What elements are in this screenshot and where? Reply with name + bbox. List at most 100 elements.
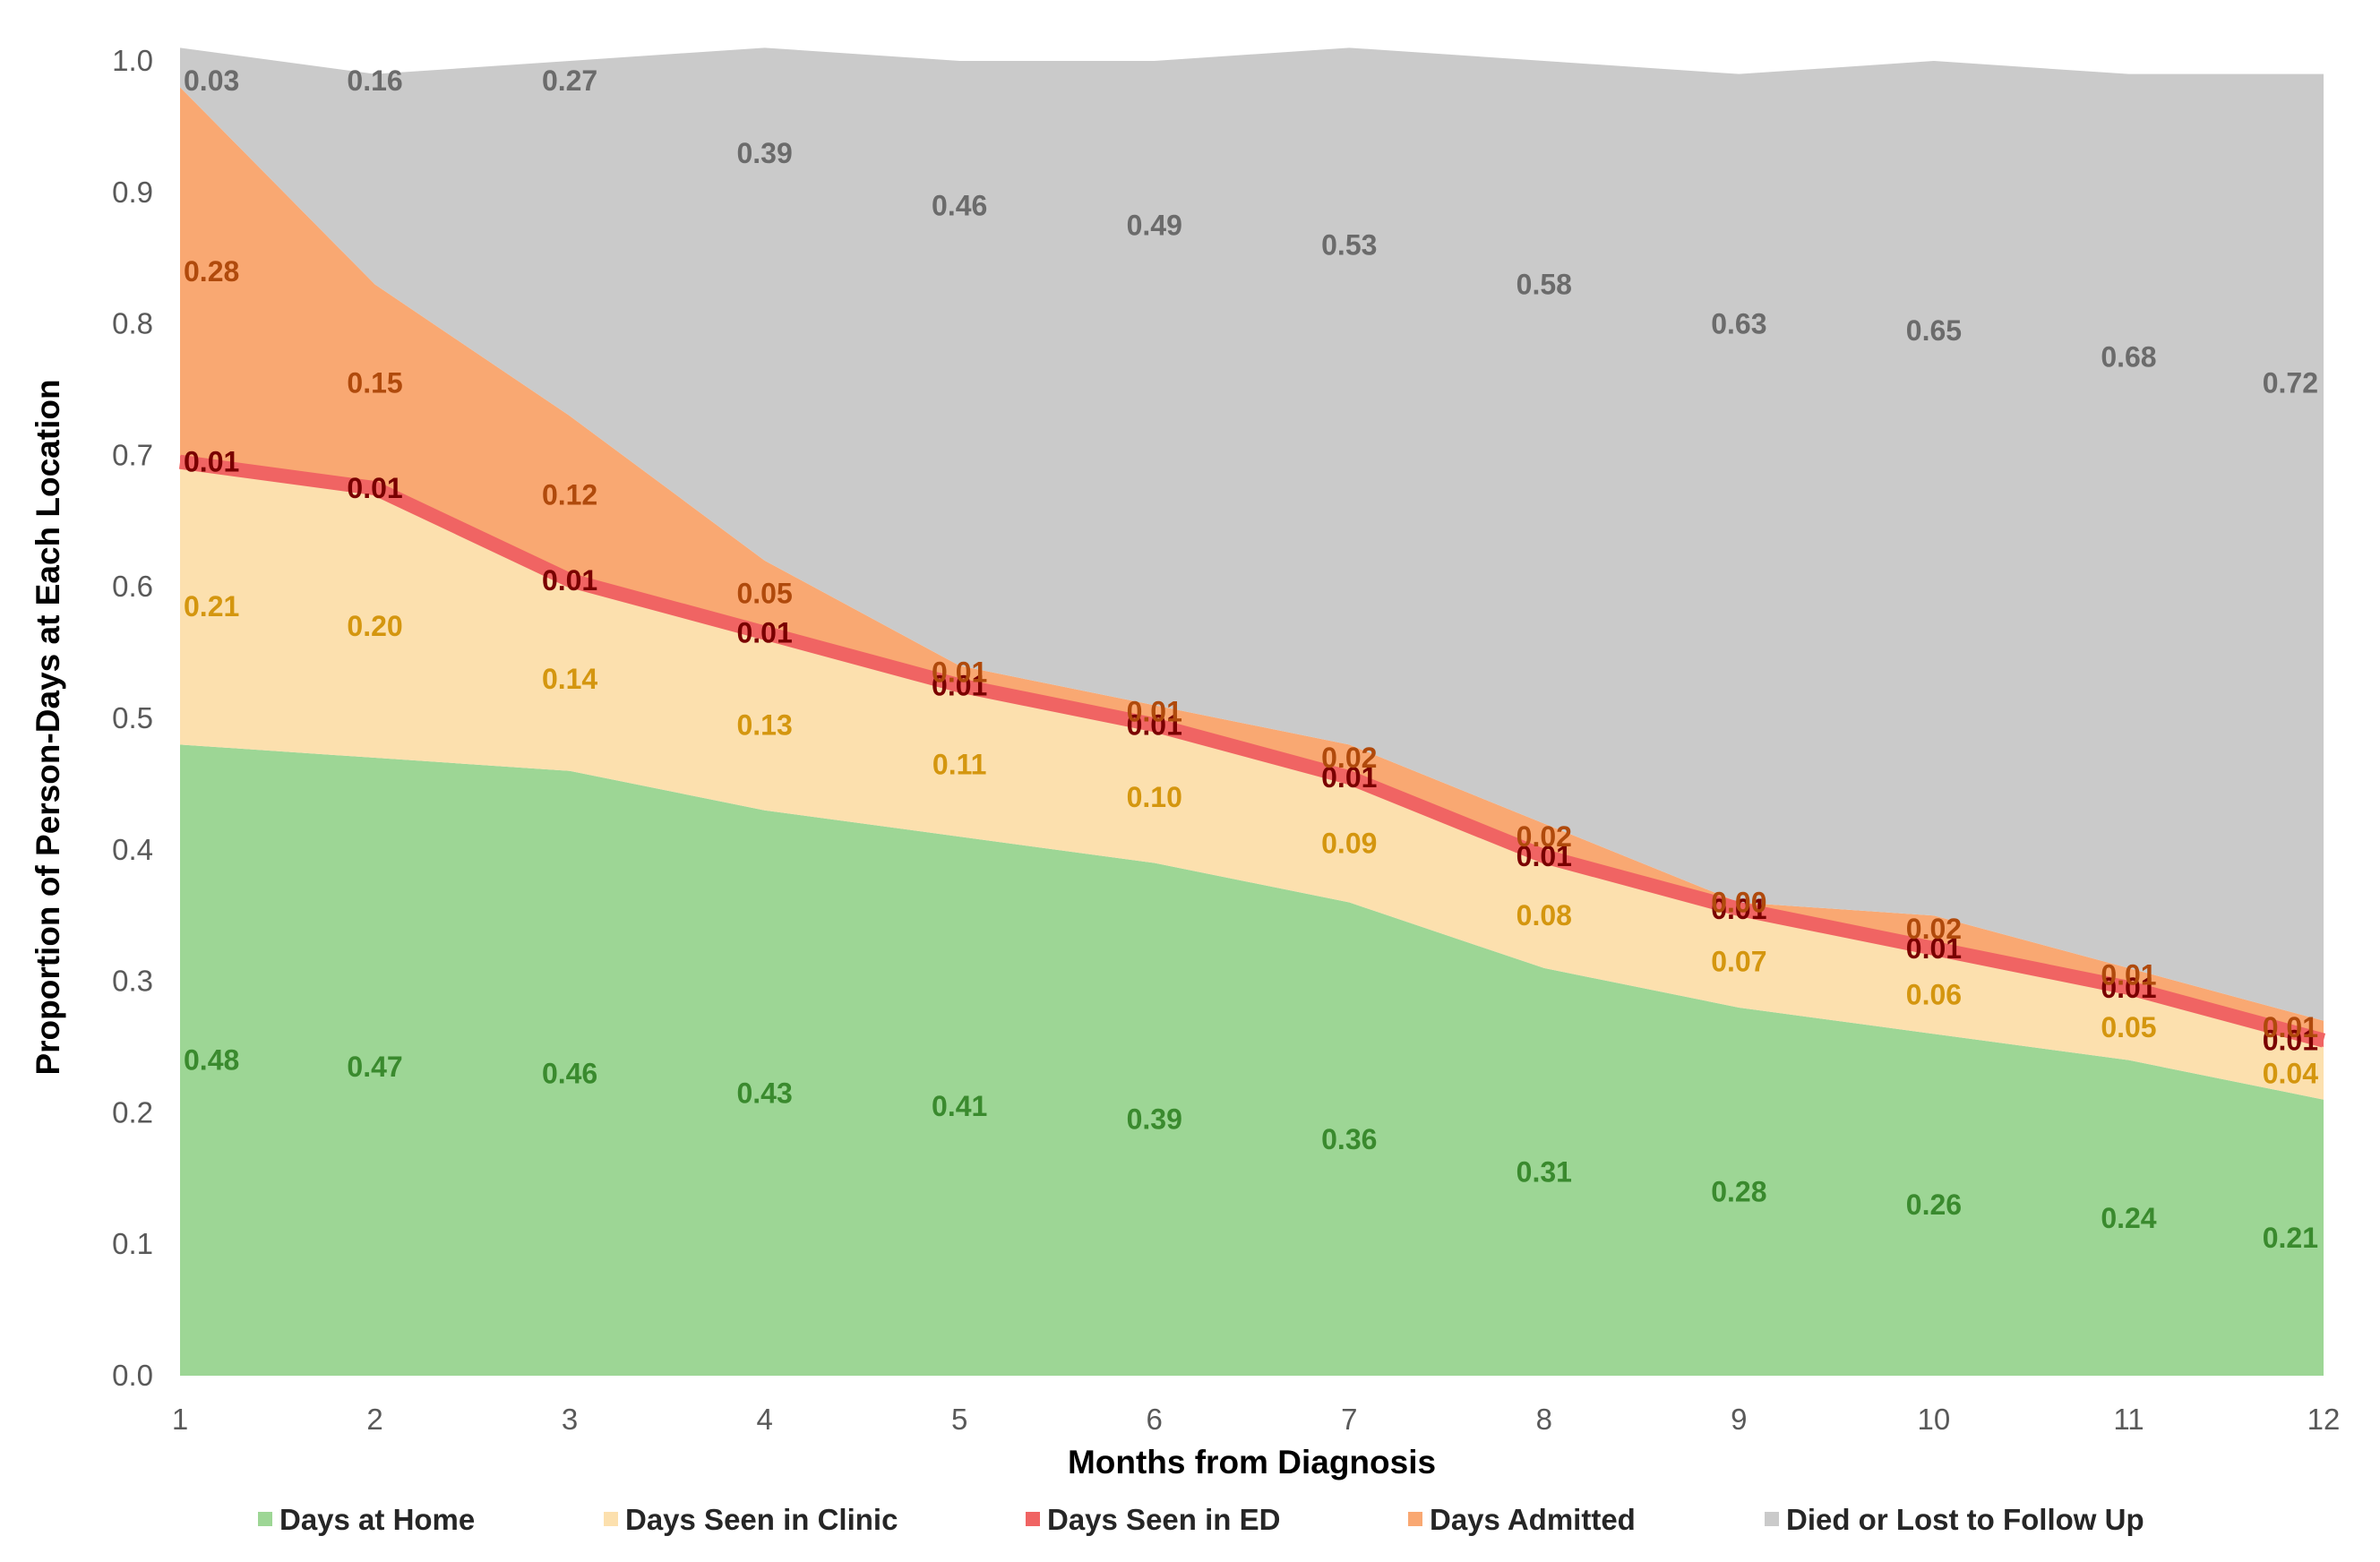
x-tick-label: 7	[1341, 1403, 1357, 1436]
data-label-days-admitted: 0.28	[184, 255, 239, 288]
area-died-or-lost-to-follow-up	[180, 47, 2324, 1021]
data-label-died-or-lost-to-follow-up: 0.63	[1711, 308, 1766, 340]
data-label-days-seen-in-clinic: 0.11	[932, 748, 987, 780]
y-tick-label: 0.0	[112, 1359, 153, 1392]
data-label-days-at-home: 0.46	[542, 1057, 597, 1089]
x-tick-label: 9	[1731, 1403, 1747, 1436]
y-tick-label: 1.0	[112, 44, 153, 77]
legend-item-days-admitted: Days Admitted	[1408, 1503, 1636, 1536]
x-tick-label: 8	[1536, 1403, 1552, 1436]
x-axis-title: Months from Diagnosis	[1068, 1444, 1436, 1480]
y-axis-title: Proportion of Person-Days at Each Locati…	[30, 379, 66, 1075]
y-tick-label: 0.2	[112, 1095, 153, 1129]
legend-label: Died or Lost to Follow Up	[1786, 1503, 2144, 1536]
x-tick-label: 6	[1147, 1403, 1163, 1436]
x-tick-label: 2	[366, 1403, 382, 1436]
data-label-days-at-home: 0.41	[932, 1090, 987, 1122]
data-label-days-seen-in-clinic: 0.08	[1516, 899, 1572, 931]
legend-swatch	[604, 1512, 618, 1526]
x-tick-label: 4	[756, 1403, 772, 1436]
data-label-days-at-home: 0.43	[736, 1077, 792, 1109]
data-label-days-admitted: 0.01	[1127, 696, 1182, 728]
data-label-died-or-lost-to-follow-up: 0.53	[1321, 229, 1377, 262]
data-label-days-seen-in-clinic: 0.07	[1711, 946, 1766, 978]
legend-item-days-seen-in-clinic: Days Seen in Clinic	[604, 1503, 898, 1536]
area-days-seen-in-ed-band	[178, 454, 2326, 1048]
data-label-days-admitted: 0.02	[1321, 742, 1377, 774]
legend-item-died-or-lost-to-follow-up: Died or Lost to Follow Up	[1765, 1503, 2144, 1536]
data-label-days-seen-in-ed: 0.01	[1516, 840, 1572, 872]
data-label-days-seen-in-clinic: 0.21	[184, 590, 239, 622]
data-label-days-at-home: 0.24	[2101, 1202, 2156, 1234]
data-labels-layer: 0.48 0.47 0.46 0.43 0.41 0.39 0.36 0.31 0.28 0.26…	[184, 64, 2318, 1254]
data-label-days-seen-in-ed: 0.01	[542, 564, 597, 596]
x-tick-label: 1	[172, 1403, 188, 1436]
data-label-days-at-home: 0.26	[1906, 1189, 1962, 1221]
y-tick-label: 0.9	[112, 176, 153, 209]
data-label-days-seen-in-ed: 0.01	[1906, 932, 1962, 965]
data-label-days-at-home: 0.48	[184, 1044, 239, 1077]
data-label-died-or-lost-to-follow-up: 0.58	[1516, 269, 1572, 301]
data-label-died-or-lost-to-follow-up: 0.65	[1906, 314, 1962, 347]
data-label-days-seen-in-clinic: 0.13	[736, 708, 792, 741]
y-tick-label: 0.7	[112, 438, 153, 471]
data-label-days-seen-in-ed: 0.01	[932, 669, 987, 701]
data-label-days-at-home: 0.36	[1321, 1123, 1377, 1155]
legend-item-days-seen-in-ed: Days Seen in ED	[1026, 1503, 1280, 1536]
data-label-died-or-lost-to-follow-up: 0.72	[2263, 367, 2318, 399]
legend-item-days-at-home: Days at Home	[258, 1503, 475, 1536]
data-label-days-at-home: 0.28	[1711, 1175, 1766, 1207]
data-label-died-or-lost-to-follow-up: 0.03	[184, 64, 239, 97]
data-label-days-seen-in-clinic: 0.04	[2263, 1057, 2318, 1089]
data-label-days-seen-in-clinic: 0.09	[1321, 827, 1377, 859]
x-tick-label: 12	[2307, 1403, 2341, 1436]
data-label-days-seen-in-clinic: 0.05	[2101, 1011, 2156, 1043]
y-tick-label: 0.6	[112, 570, 153, 603]
legend-swatch	[258, 1512, 272, 1526]
legend-label: Days Seen in ED	[1047, 1503, 1280, 1536]
data-label-days-seen-in-ed: 0.01	[1711, 893, 1766, 925]
legend-swatch	[1026, 1512, 1040, 1526]
data-label-days-admitted: 0.02	[1516, 820, 1572, 853]
data-label-days-admitted: 0.05	[736, 578, 792, 610]
legend-swatch	[1408, 1512, 1422, 1526]
data-label-days-admitted: 0.01	[932, 657, 987, 689]
legend: Days at Home Days Seen in Clinic Days Seen…	[258, 1503, 2144, 1536]
y-tick-label: 0.4	[112, 833, 153, 866]
area-days-admitted	[180, 87, 2324, 1034]
axis-layer: 0.00.10.20.30.40.50.60.70.80.91.01 2 3 4 5 6 7…	[112, 44, 2340, 1436]
data-label-days-seen-in-ed: 0.01	[2101, 972, 2156, 1004]
data-label-days-admitted: 0.01	[2101, 958, 2156, 991]
data-label-days-admitted: 0.00	[1711, 887, 1766, 919]
data-label-days-seen-in-clinic: 0.10	[1127, 781, 1182, 813]
data-label-days-seen-in-clinic: 0.20	[347, 610, 402, 642]
data-label-days-at-home: 0.39	[1127, 1103, 1182, 1136]
data-label-days-seen-in-ed: 0.01	[347, 472, 402, 504]
data-label-died-or-lost-to-follow-up: 0.68	[2101, 340, 2156, 373]
data-label-days-admitted: 0.15	[347, 367, 402, 399]
x-tick-label: 10	[1918, 1403, 1951, 1436]
data-label-days-seen-in-ed: 0.01	[2263, 1025, 2318, 1057]
data-label-days-seen-in-ed: 0.01	[736, 617, 792, 649]
data-label-days-seen-in-ed: 0.01	[1127, 708, 1182, 741]
data-label-days-at-home: 0.31	[1516, 1155, 1572, 1188]
data-label-died-or-lost-to-follow-up: 0.27	[542, 64, 597, 97]
data-label-died-or-lost-to-follow-up: 0.46	[932, 189, 987, 221]
data-label-died-or-lost-to-follow-up: 0.16	[347, 64, 402, 97]
ed-band-layer	[178, 454, 2326, 1048]
data-label-died-or-lost-to-follow-up: 0.49	[1127, 210, 1182, 242]
data-label-died-or-lost-to-follow-up: 0.39	[736, 137, 792, 169]
data-label-days-admitted: 0.01	[2263, 1011, 2318, 1043]
legend-label: Days Admitted	[1430, 1503, 1636, 1536]
areas-layer	[180, 47, 2324, 1376]
y-tick-label: 0.8	[112, 307, 153, 340]
y-tick-label: 0.1	[112, 1227, 153, 1260]
y-tick-label: 0.5	[112, 701, 153, 734]
x-tick-label: 5	[951, 1403, 967, 1436]
area-days-at-home	[180, 744, 2324, 1376]
data-label-days-seen-in-ed: 0.01	[184, 446, 239, 478]
legend-label: Days at Home	[279, 1503, 475, 1536]
legend-swatch	[1765, 1512, 1779, 1526]
